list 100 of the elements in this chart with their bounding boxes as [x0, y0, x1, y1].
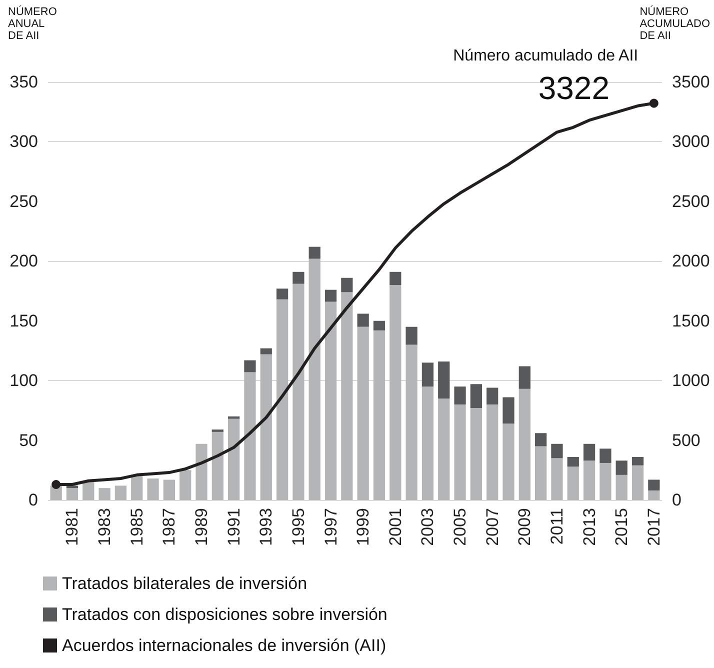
bar: [600, 448, 612, 463]
y-tick-label: 300: [10, 132, 38, 152]
x-tick-label: 2013: [580, 508, 599, 546]
y2-tick-label: 500: [672, 430, 700, 450]
bar: [260, 354, 272, 500]
bar: [583, 460, 596, 500]
bar: [228, 416, 240, 419]
bar: [632, 465, 644, 500]
x-tick-label: 1997: [321, 508, 340, 546]
bar: [502, 397, 514, 424]
bar: [648, 480, 660, 490]
bar: [244, 360, 256, 372]
bar: [114, 486, 127, 500]
bar: [228, 418, 240, 500]
x-tick-label: 2005: [450, 508, 470, 546]
y-tick-label: 50: [19, 430, 38, 450]
bar: [600, 462, 612, 500]
bar: [648, 490, 660, 500]
bar: [131, 476, 143, 500]
y2-tick-label: 1000: [672, 371, 710, 390]
y2-tick-label: 3500: [672, 72, 710, 92]
bar: [583, 444, 596, 461]
bar: [567, 466, 579, 500]
x-tick-label: 1991: [224, 508, 244, 546]
bar: [324, 302, 337, 500]
bar: [518, 388, 530, 500]
bar: [373, 330, 386, 500]
bar: [422, 362, 434, 387]
y-tick-label: 100: [10, 371, 38, 390]
x-tick-label: 2015: [612, 508, 632, 546]
bar: [292, 272, 304, 284]
bar: [535, 433, 547, 446]
bar: [632, 457, 644, 466]
y2-axis-title: NÚMERO ACUMULADO DE AII: [640, 5, 710, 42]
x-tick-label: 1993: [256, 508, 276, 546]
x-tick-label: 2011: [547, 508, 566, 545]
legend-label: Tratados bilaterales de inversión: [62, 574, 308, 593]
bar: [470, 384, 482, 408]
bar: [82, 482, 94, 500]
bar: [470, 408, 482, 500]
x-tick-label: 2009: [515, 508, 534, 546]
x-tick-label: 2003: [418, 508, 438, 546]
x-tick-label: 1995: [288, 508, 308, 546]
y-tick-label: 150: [10, 311, 38, 330]
y-axis-title: NÚMERO ANUAL DE AII: [8, 5, 58, 42]
bar: [518, 366, 530, 389]
legend-label: Acuerdos internacionales de inversión (AII): [62, 636, 386, 655]
x-tick-label: 1983: [95, 508, 114, 546]
bar: [551, 458, 563, 500]
bar: [535, 446, 547, 500]
bar: [196, 444, 208, 500]
y-tick-label: 0: [28, 490, 38, 510]
bar: [66, 488, 78, 500]
bar: [454, 386, 466, 404]
bar: [341, 292, 353, 500]
bar: [357, 326, 369, 500]
bar: [276, 299, 288, 500]
bar: [551, 444, 563, 458]
bar: [502, 424, 514, 500]
x-tick-label: 1987: [160, 508, 179, 546]
bar: [308, 246, 320, 259]
bar: [373, 320, 386, 330]
bar: [260, 348, 272, 354]
bar: [422, 386, 434, 500]
y-tick-label: 350: [10, 72, 38, 92]
bar: [486, 388, 498, 404]
data-label: 3322: [538, 70, 610, 106]
bar: [406, 344, 418, 500]
bar: [341, 278, 353, 292]
bar: [390, 272, 402, 286]
y2-tick-label: 2000: [672, 252, 710, 271]
bar: [438, 361, 450, 398]
y-tick-label: 250: [10, 192, 38, 211]
bar: [308, 258, 320, 500]
bar: [486, 404, 498, 500]
bar: [616, 460, 628, 475]
x-tick-label: 1989: [192, 508, 211, 546]
text: Número acumulado de AII: [453, 48, 638, 64]
bar: [163, 480, 175, 500]
bar: [406, 326, 418, 345]
y-tick-label: 200: [10, 252, 38, 271]
bar: [454, 404, 466, 500]
bar: [390, 285, 402, 500]
bar: [616, 474, 628, 500]
bar: [180, 470, 192, 500]
bar: [324, 290, 337, 302]
bar: [276, 288, 288, 300]
x-tick-label: 1999: [354, 508, 373, 546]
y2-tick-label: 2500: [672, 192, 710, 211]
y2-tick-label: 1500: [672, 311, 710, 330]
legend-label: Tratados con disposiciones sobre inversión: [62, 605, 388, 624]
x-tick-label: 1981: [62, 508, 82, 546]
x-tick-label: 1985: [127, 508, 146, 546]
x-tick-label: 2007: [482, 508, 502, 546]
bar: [357, 314, 369, 327]
x-tick-label: 2017: [644, 508, 664, 546]
bar: [212, 432, 224, 500]
y2-tick-label: 3000: [672, 132, 710, 152]
y2-tick-label: 0: [672, 490, 682, 510]
bar: [98, 488, 110, 500]
